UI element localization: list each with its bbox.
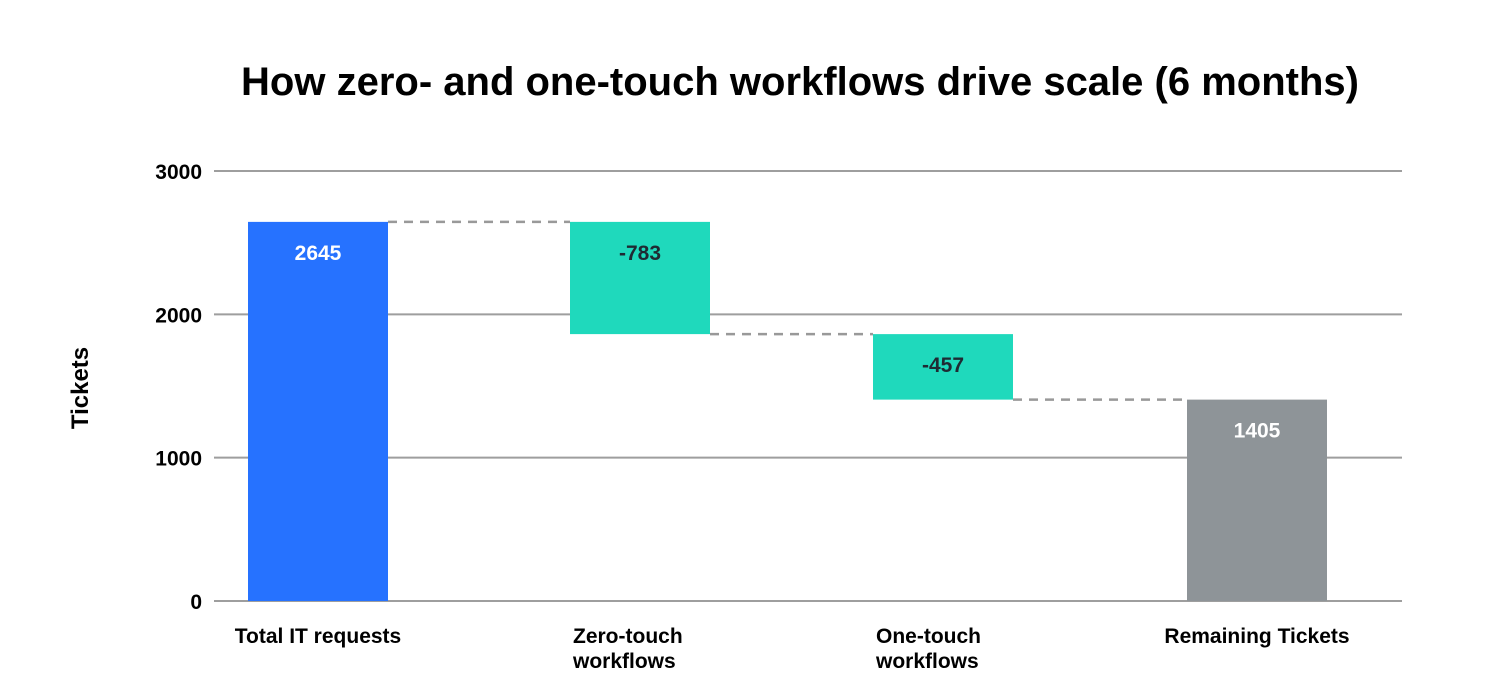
x-tick-label-line: Total IT requests: [235, 625, 401, 648]
data-label: 2645: [295, 242, 342, 265]
connector-lines: [388, 220, 1187, 401]
x-tick-label: One-touch workflows: [875, 625, 981, 673]
bar-total: [1187, 399, 1327, 601]
data-labels: 2645 -783 -457 1405: [295, 242, 1281, 443]
data-label: -457: [922, 354, 964, 377]
y-axis-ticks: 0 1000 2000 3000: [155, 161, 202, 614]
y-tick-label: 1000: [155, 448, 202, 471]
bar-delta: [873, 334, 1013, 400]
x-tick-label: Zero-touch workflows: [572, 625, 683, 673]
bar-total: [248, 221, 388, 601]
y-tick-label: 0: [190, 591, 202, 614]
bars: [248, 221, 1327, 601]
x-tick-label: Total IT requests: [235, 625, 401, 648]
y-tick-label: 2000: [155, 304, 202, 327]
x-axis-ticks: Total IT requests Zero-touch workflowsOne-…: [235, 625, 1350, 673]
x-tick-label-line: workflows: [875, 650, 979, 673]
chart-title: How zero- and one-touch workflows drive …: [241, 60, 1359, 104]
x-tick-label: Remaining Tickets: [1164, 625, 1349, 648]
x-tick-label-line: Zero-touch: [573, 625, 683, 648]
x-tick-label-line: One-touch: [876, 625, 981, 648]
y-axis-label: Tickets: [67, 347, 94, 429]
y-tick-label: 3000: [155, 161, 202, 184]
data-label: -783: [619, 242, 661, 265]
bar-delta: [570, 221, 710, 335]
x-tick-label-line: workflows: [572, 650, 676, 673]
data-label: 1405: [1234, 420, 1281, 443]
x-tick-label-line: Remaining Tickets: [1164, 625, 1349, 648]
